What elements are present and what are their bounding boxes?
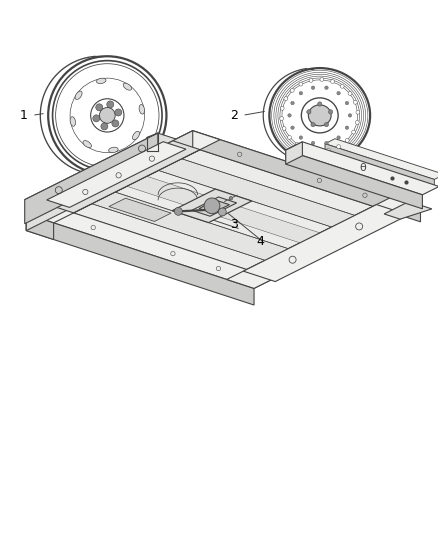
Circle shape [229,197,233,200]
Circle shape [337,92,340,95]
Circle shape [284,96,288,101]
Circle shape [299,82,303,86]
Polygon shape [384,201,432,219]
Circle shape [295,143,299,147]
Circle shape [115,109,122,116]
Circle shape [299,136,303,139]
Text: 1: 1 [20,109,28,122]
Circle shape [307,110,311,114]
Text: 3: 3 [230,219,238,231]
Polygon shape [25,133,176,206]
Circle shape [331,79,335,84]
Circle shape [311,141,315,145]
Text: 4: 4 [257,235,265,248]
Circle shape [324,123,328,127]
Circle shape [280,117,283,120]
Polygon shape [159,159,355,227]
Circle shape [291,101,294,105]
Circle shape [345,126,349,130]
Polygon shape [227,196,420,288]
Circle shape [327,149,330,152]
Circle shape [345,139,349,142]
Polygon shape [193,131,420,222]
Polygon shape [47,142,186,207]
Circle shape [96,104,103,111]
Circle shape [219,208,226,216]
Circle shape [337,136,340,139]
Circle shape [290,88,294,92]
Circle shape [352,130,356,134]
Polygon shape [25,133,158,224]
Polygon shape [192,197,237,216]
Ellipse shape [70,117,75,126]
Circle shape [353,100,357,104]
Polygon shape [127,176,320,243]
Polygon shape [325,144,434,188]
Ellipse shape [139,104,145,114]
Circle shape [325,86,328,90]
Circle shape [328,110,333,114]
Circle shape [309,78,313,82]
Polygon shape [244,205,408,281]
Circle shape [112,120,119,127]
Circle shape [320,78,324,82]
Text: θ: θ [359,163,366,173]
Circle shape [311,86,315,90]
Polygon shape [26,131,220,223]
Circle shape [99,108,115,123]
Text: 2: 2 [230,109,238,122]
Circle shape [282,126,286,131]
Polygon shape [173,131,420,215]
Polygon shape [109,198,171,221]
Polygon shape [286,142,438,195]
Circle shape [355,120,359,124]
Circle shape [305,147,309,151]
Circle shape [204,198,220,214]
Circle shape [311,123,315,127]
Circle shape [325,141,328,145]
Circle shape [340,84,344,88]
Polygon shape [199,200,230,213]
Ellipse shape [109,147,118,152]
Circle shape [288,114,291,117]
Polygon shape [325,139,438,180]
Polygon shape [26,214,254,305]
Ellipse shape [96,78,106,84]
Circle shape [287,135,291,139]
Circle shape [316,149,320,153]
Circle shape [356,110,360,114]
Circle shape [337,145,340,149]
Ellipse shape [308,105,331,126]
Polygon shape [26,131,193,231]
Circle shape [345,101,349,105]
Circle shape [107,101,114,108]
Circle shape [93,115,100,122]
Polygon shape [92,192,288,260]
Circle shape [318,102,322,106]
Circle shape [291,126,294,130]
Polygon shape [26,214,53,239]
Polygon shape [46,141,200,213]
Circle shape [348,92,352,95]
Polygon shape [172,189,252,223]
Polygon shape [286,150,422,209]
Ellipse shape [133,131,140,140]
Circle shape [280,107,284,110]
Polygon shape [286,142,302,164]
Circle shape [174,207,182,215]
Polygon shape [74,150,373,270]
Circle shape [101,123,108,130]
Ellipse shape [123,83,132,90]
Polygon shape [26,204,274,288]
Circle shape [348,114,352,117]
Ellipse shape [75,91,82,100]
Circle shape [299,92,303,95]
Ellipse shape [83,141,92,148]
